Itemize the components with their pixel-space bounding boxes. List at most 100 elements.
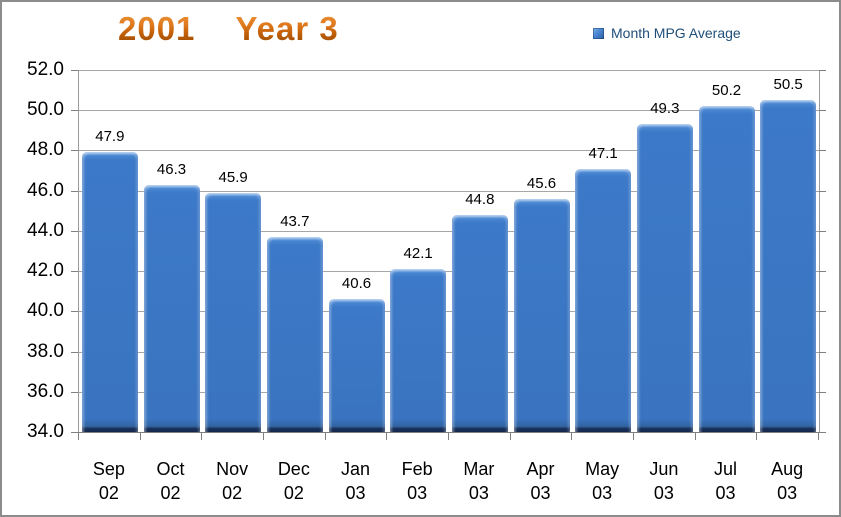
x-label-year: 02 — [222, 483, 243, 503]
x-axis-tick — [386, 433, 388, 440]
x-label-year: 02 — [160, 483, 181, 503]
x-axis-tick — [448, 433, 449, 440]
bar-feb-03[interactable] — [390, 269, 447, 432]
x-axis-tick — [201, 433, 203, 440]
x-axis-tick — [694, 433, 696, 440]
x-label-year: 02 — [283, 483, 304, 503]
bar-mar-03[interactable] — [451, 214, 508, 432]
x-label-month: Sep — [92, 459, 125, 479]
bar-may-03[interactable] — [575, 168, 632, 432]
x-label-year: 03 — [777, 483, 798, 503]
x-axis-category-label: Sep 02 — [69, 457, 149, 505]
y-axis-tick-label: 44.0 — [27, 219, 64, 241]
bar-value-label: 47.1 — [588, 144, 618, 162]
x-label-year: 03 — [592, 483, 613, 503]
legend-label: Month MPG Average — [611, 25, 741, 41]
y-axis-tick — [819, 432, 826, 433]
bar-value-label: 40.6 — [341, 275, 372, 293]
x-axis-category-label: Oct 02 — [131, 457, 211, 505]
gridline — [79, 190, 819, 192]
y-axis-tick — [71, 150, 78, 152]
x-axis-category-label: Jul 03 — [686, 457, 766, 505]
x-axis-category-label: Aug 03 — [747, 457, 827, 505]
y-axis-tick — [71, 351, 78, 353]
x-axis-category-label: Apr 03 — [501, 457, 581, 505]
y-axis-tick-label: 40.0 — [27, 300, 64, 322]
x-label-month: May — [585, 459, 620, 479]
y-axis-tick-label: 48.0 — [27, 139, 64, 161]
x-axis-tick — [571, 433, 573, 440]
y-axis-tick — [71, 391, 78, 393]
x-label-month: Dec — [277, 459, 310, 479]
bar-value-label: 45.6 — [526, 174, 557, 192]
y-axis-tick-label: 46.0 — [27, 179, 64, 201]
bar-value-label: 50.2 — [711, 82, 742, 100]
gridline — [79, 150, 819, 152]
bar-apr-03[interactable] — [513, 198, 570, 432]
x-label-year: 03 — [653, 483, 674, 503]
x-label-year: 02 — [98, 483, 119, 503]
x-label-month: Feb — [401, 459, 433, 479]
bar-aug-03[interactable] — [760, 100, 817, 432]
y-axis-tick — [71, 311, 78, 313]
x-axis-category-label: Feb 03 — [377, 457, 457, 505]
gridline — [79, 70, 819, 71]
gridline — [79, 230, 819, 232]
y-axis-tick — [71, 190, 78, 192]
bar-oct-02[interactable] — [143, 184, 200, 432]
plot-area: 47.9 46.3 45.9 43.7 40.6 42.1 44.8 45.6 47.1 49.3… — [78, 70, 820, 432]
x-axis-tick — [324, 433, 326, 440]
bar-dec-02[interactable] — [266, 236, 323, 432]
x-axis-category-label: Dec 02 — [254, 457, 334, 505]
x-label-month: Apr — [526, 459, 555, 479]
x-label-month: Jun — [649, 459, 679, 479]
bar-value-label: 43.7 — [280, 212, 310, 230]
x-axis-category-label: Jan 03 — [316, 457, 396, 505]
x-axis-tick — [509, 433, 511, 440]
y-axis-tick — [819, 311, 826, 313]
y-axis-tick — [71, 230, 78, 232]
x-label-month: Oct — [156, 459, 185, 479]
y-axis-tick-label: 38.0 — [27, 340, 64, 362]
x-axis-category-label: May 03 — [562, 457, 642, 505]
y-axis-tick — [819, 391, 826, 393]
legend[interactable]: Month MPG Average — [593, 21, 741, 45]
x-axis-tick — [263, 433, 264, 440]
bar-nov-02[interactable] — [205, 192, 262, 432]
bar-sep-02[interactable] — [81, 152, 138, 432]
chart-title[interactable]: 2001 Year 3 — [118, 10, 339, 47]
x-label-month: Mar — [463, 459, 495, 479]
x-label-year: 03 — [345, 483, 366, 503]
y-axis-tick — [819, 351, 826, 353]
x-axis-tick — [756, 433, 758, 440]
y-axis-tick — [819, 190, 826, 192]
y-axis-tick — [71, 110, 78, 112]
bar-value-label: 46.3 — [156, 160, 187, 178]
gridline — [79, 110, 819, 112]
x-label-month: Jul — [713, 459, 737, 479]
y-axis-tick — [71, 432, 78, 433]
bar-value-label: 45.9 — [218, 168, 248, 186]
x-label-year: 03 — [715, 483, 736, 503]
bar-value-label: 50.5 — [773, 76, 803, 94]
gridline — [79, 351, 819, 353]
y-axis-tick — [71, 70, 78, 71]
x-axis-category-label: Nov 02 — [192, 457, 272, 505]
y-axis-tick-label: 42.0 — [27, 260, 64, 282]
bar-jul-03[interactable] — [698, 106, 755, 432]
y-axis-tick — [819, 271, 826, 273]
bar-jun-03[interactable] — [636, 124, 693, 432]
x-label-month: Aug — [771, 459, 804, 479]
bar-value-label: 42.1 — [403, 245, 433, 263]
x-axis-line — [71, 432, 825, 433]
x-label-year: 03 — [530, 483, 551, 503]
x-axis-tick — [633, 433, 634, 440]
y-axis-tick — [71, 271, 78, 273]
y-axis-tick — [819, 70, 826, 71]
x-label-month: Nov — [216, 459, 249, 479]
bar-value-label: 44.8 — [465, 190, 495, 208]
y-axis-tick-label: 34.0 — [27, 421, 64, 442]
x-axis-tick — [78, 433, 79, 440]
bar-jan-03[interactable] — [328, 299, 385, 432]
